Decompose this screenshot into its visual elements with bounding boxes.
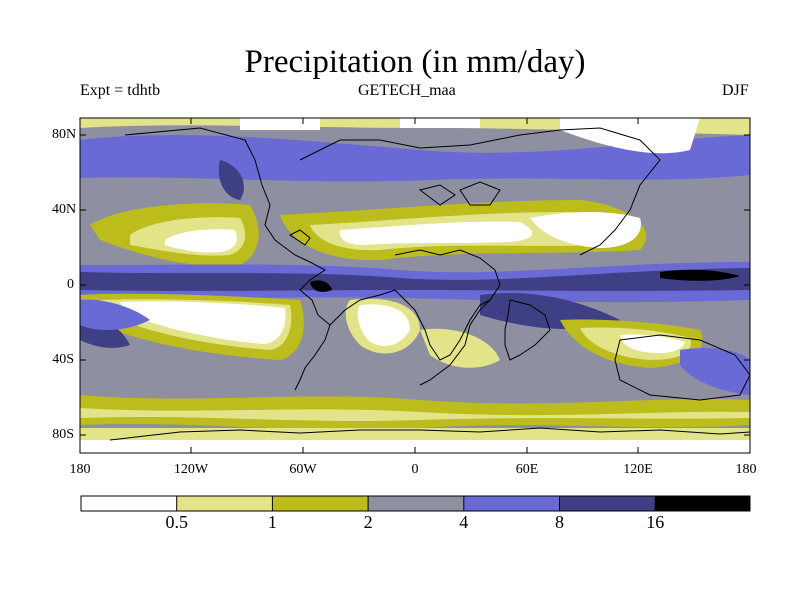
colorbar-segment xyxy=(655,496,750,511)
lat-label: 80S xyxy=(52,427,74,442)
lat-label: 40N xyxy=(52,202,77,217)
colorbar-label: 16 xyxy=(646,512,665,532)
lat-label: 40S xyxy=(52,352,74,367)
colorbar-segment xyxy=(272,496,369,511)
colorbar-segment xyxy=(176,496,273,511)
coastlines xyxy=(109,127,750,441)
colorbar-segment xyxy=(368,496,464,511)
lon-label: 180 xyxy=(69,462,91,477)
colorbar xyxy=(80,495,751,512)
lon-label: 60E xyxy=(515,462,539,477)
colorbar-segment xyxy=(81,496,177,511)
dataset-label: GETECH_maa xyxy=(358,82,456,99)
lat-label: 80N xyxy=(52,127,77,142)
lon-label: 180 xyxy=(735,462,757,477)
season-label: DJF xyxy=(722,82,749,99)
colorbar-label: 0.5 xyxy=(165,512,188,532)
lat-label: 0 xyxy=(67,277,74,292)
colorbar-segment xyxy=(463,496,560,511)
colorbar-label: 4 xyxy=(459,512,469,532)
lon-label: 120W xyxy=(173,462,209,477)
lon-label: 120E xyxy=(623,462,653,477)
colorbar-segment xyxy=(559,496,656,511)
colorbar-label: 8 xyxy=(555,512,564,532)
precipitation-field xyxy=(80,118,750,453)
axis-ticks xyxy=(80,118,750,453)
lon-label: 60W xyxy=(289,462,317,477)
lon-label: 0 xyxy=(411,462,419,477)
colorbar-label: 2 xyxy=(363,512,373,532)
chart-title: Precipitation (in mm/day) xyxy=(244,44,586,80)
experiment-label: Expt = tdhtb xyxy=(80,82,161,99)
colorbar-label: 1 xyxy=(267,512,277,532)
